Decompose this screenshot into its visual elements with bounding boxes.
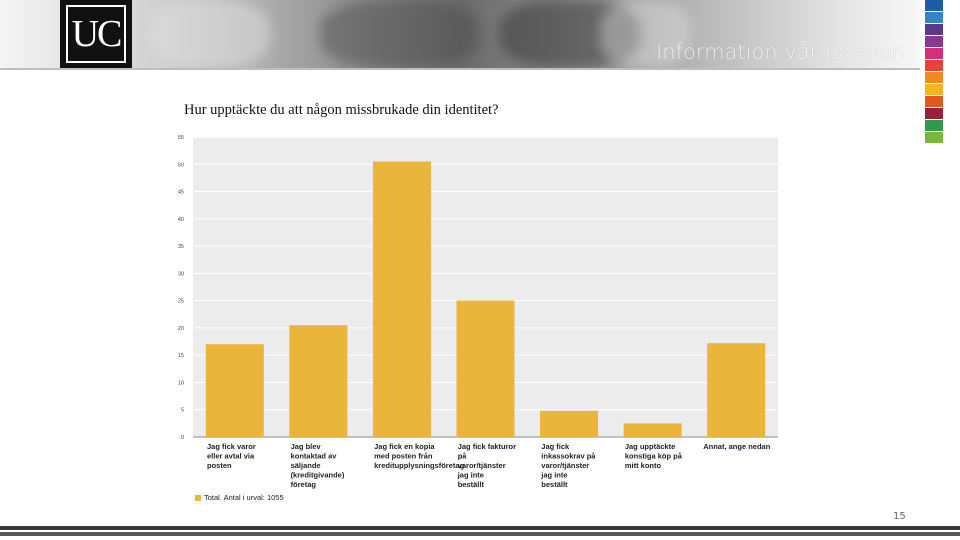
category-label-line: beställt	[541, 480, 568, 489]
chart-question-title: Hur upptäckte du att någon missbrukade d…	[184, 102, 499, 118]
accent-color-swatch	[925, 120, 943, 131]
category-label-line: kontaktad av	[291, 452, 338, 461]
bar	[623, 423, 682, 437]
legend-label: Total. Antal i urval: 1055	[204, 493, 284, 502]
accent-color-swatch	[925, 72, 943, 83]
accent-color-swatch	[925, 84, 943, 95]
y-tick-label: 45	[178, 190, 184, 196]
y-tick-label: 25	[178, 299, 184, 305]
category-label-line: inkassokrav på	[541, 452, 596, 461]
accent-color-swatch	[925, 96, 943, 107]
category-label-line: Jag upptäckte	[625, 442, 675, 451]
y-tick-label: 10	[178, 380, 184, 386]
legend-swatch	[195, 494, 201, 501]
footer-rule	[0, 532, 960, 536]
category-label-line: Annat, ange nedan	[703, 442, 771, 451]
y-tick-label: 5	[181, 408, 184, 414]
category-label-line: säljande	[291, 461, 321, 470]
category-label-line: posten	[207, 461, 232, 470]
bar	[456, 300, 515, 437]
category-label-line: med posten från	[374, 452, 433, 461]
footer-rule	[0, 526, 960, 530]
bar	[540, 410, 599, 437]
bar	[289, 325, 348, 437]
banner-texture	[150, 0, 270, 68]
y-tick-label: 50	[178, 162, 184, 168]
bar	[707, 343, 766, 437]
y-tick-label: 0	[181, 435, 184, 441]
category-label-line: Jag blev	[291, 442, 322, 451]
accent-color-strip	[925, 0, 943, 144]
accent-color-swatch	[925, 0, 943, 11]
category-label-line: jag inte	[540, 471, 567, 480]
category-label: Jag fick inkassokrav på varor/tjänster jag …	[540, 442, 596, 489]
bar	[205, 344, 264, 437]
category-label-line: Jag fick fakturor	[458, 442, 516, 451]
accent-color-swatch	[925, 60, 943, 71]
accent-color-swatch	[925, 132, 943, 143]
banner-texture	[320, 0, 480, 68]
category-label-line: Jag fick en kopia	[374, 442, 435, 451]
category-label-line: varor/tjänster	[541, 461, 589, 470]
logo-text: UC	[71, 13, 123, 55]
category-label: Jag fick varor eller avtal via posten	[207, 442, 256, 470]
y-tick-label: 20	[178, 326, 184, 332]
category-label-line: företag	[291, 480, 317, 489]
accent-color-swatch	[925, 36, 943, 47]
bar	[372, 161, 431, 437]
y-tick-label: 40	[178, 217, 184, 223]
category-label: Annat, ange nedan	[703, 442, 771, 451]
category-label: Jag fick en kopia med posten från kreditup…	[374, 442, 464, 470]
category-label-line: varor/tjänster	[458, 461, 506, 470]
accent-color-swatch	[925, 108, 943, 119]
y-tick-label: 30	[178, 271, 184, 277]
tagline: Information vår passion	[656, 40, 905, 64]
category-label-line: mitt konto	[625, 461, 662, 470]
category-label-line: Jag fick varor	[207, 442, 256, 451]
category-label: Jag blev kontaktad av säljande (kreditgivan…	[291, 442, 345, 489]
logo-frame: UC	[66, 5, 126, 63]
banner-rule	[0, 68, 920, 70]
accent-color-swatch	[925, 48, 943, 59]
category-label-line: eller avtal via	[207, 452, 255, 461]
category-label: Jag fick fakturor på varor/tjänster jag int…	[457, 442, 516, 489]
accent-color-swatch	[925, 24, 943, 35]
y-tick-label: 55	[178, 135, 184, 141]
category-label-line: jag inte	[457, 471, 484, 480]
banner-texture	[600, 0, 690, 68]
category-label: Jag upptäckte konstiga köp på mitt konto	[625, 442, 683, 470]
banner-texture	[500, 0, 640, 68]
accent-color-swatch	[925, 12, 943, 23]
uc-logo: UC	[60, 0, 132, 68]
category-label-line: beställt	[458, 480, 485, 489]
y-tick-label: 15	[178, 353, 184, 359]
header-banner	[0, 0, 920, 68]
category-label-line: Jag fick	[541, 442, 570, 451]
page-number: 15	[893, 511, 906, 522]
category-label-line: (kreditgivande)	[291, 471, 345, 480]
category-label-line: konstiga köp på	[625, 452, 683, 461]
y-tick-label: 35	[178, 244, 184, 250]
category-label-line: kreditupplysningsföretag	[374, 461, 464, 470]
category-label-line: på	[458, 452, 468, 461]
chart-legend: Total. Antal i urval: 1055	[195, 493, 284, 502]
